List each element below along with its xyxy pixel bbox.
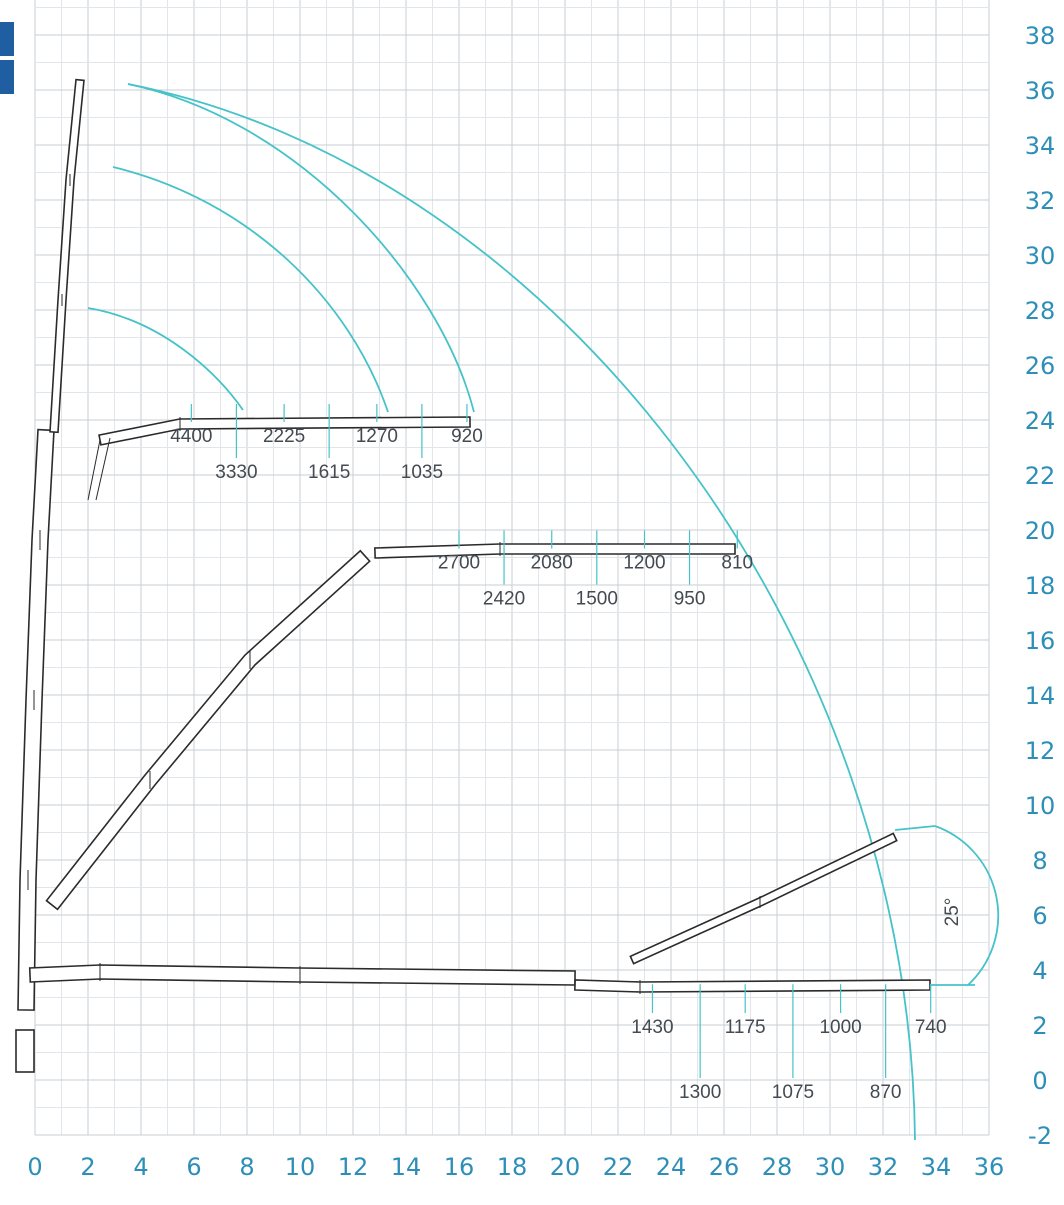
y-tick-label: 36 <box>1025 77 1056 105</box>
x-tick-label: 8 <box>239 1153 254 1181</box>
boom-section <box>98 416 471 446</box>
angle-indicator: 25° <box>894 825 1000 986</box>
capacity-label: 1035 <box>401 462 443 483</box>
boom-section <box>28 963 576 986</box>
capacity-label: 920 <box>451 426 483 447</box>
capacity-label: 2700 <box>438 553 480 574</box>
y-tick-label: 8 <box>1032 847 1047 875</box>
capacity-label: 1500 <box>576 589 618 610</box>
x-tick-label: 24 <box>656 1153 687 1181</box>
capacity-label: 950 <box>674 589 706 610</box>
x-tick-label: 26 <box>709 1153 740 1181</box>
y-tick-label: 20 <box>1025 517 1056 545</box>
x-tick-label: 14 <box>391 1153 422 1181</box>
y-tick-label: -2 <box>1028 1122 1052 1150</box>
y-tick-label: 30 <box>1025 242 1056 270</box>
x-tick-label: 12 <box>338 1153 369 1181</box>
reach-arc <box>112 166 389 413</box>
boom-outline <box>45 549 371 911</box>
boom-section <box>45 549 371 911</box>
capacity-label: 1300 <box>679 1082 721 1103</box>
x-axis-ticks: 0 2 4 6 8 10 12 14 16 18 20 22 24 26 28 30 32 34 36 <box>27 1153 1004 1181</box>
boom-drawings <box>15 78 931 1073</box>
capacity-label: 1000 <box>819 1017 861 1038</box>
y-tick-label: 12 <box>1025 737 1056 765</box>
capacity-label: 1430 <box>631 1017 673 1038</box>
boom-section <box>17 428 55 1011</box>
y-tick-label: 32 <box>1025 187 1056 215</box>
capacity-label: 740 <box>915 1017 947 1038</box>
reach-arc <box>87 307 244 411</box>
capacity-label: 3330 <box>215 462 257 483</box>
x-tick-label: 0 <box>27 1153 42 1181</box>
y-tick-label: 18 <box>1025 572 1056 600</box>
y-tick-label: 34 <box>1025 132 1056 160</box>
y-tick-label: 22 <box>1025 462 1056 490</box>
x-tick-label: 18 <box>497 1153 528 1181</box>
boom-outline <box>574 979 931 993</box>
y-tick-label: 4 <box>1032 957 1047 985</box>
capacity-labels: 4400333022251615127010359202700242020801… <box>170 426 946 1103</box>
capacity-label: 2225 <box>263 426 305 447</box>
boom-section <box>574 979 931 994</box>
boom-outline <box>629 832 898 965</box>
corner-bracket-icon <box>0 22 14 94</box>
reach-arc <box>127 83 475 413</box>
y-tick-label: 6 <box>1032 902 1047 930</box>
x-tick-label: 28 <box>762 1153 793 1181</box>
y-tick-label: 10 <box>1025 792 1056 820</box>
capacity-label: 810 <box>721 553 753 574</box>
x-tick-label: 32 <box>868 1153 899 1181</box>
capacity-label: 1270 <box>356 426 398 447</box>
y-tick-label: 0 <box>1032 1067 1047 1095</box>
capacity-label: 1615 <box>308 462 350 483</box>
capacity-label: 870 <box>870 1082 902 1103</box>
y-tick-label: 2 <box>1032 1012 1047 1040</box>
reach-arc <box>127 83 916 1141</box>
y-tick-label: 26 <box>1025 352 1056 380</box>
x-tick-label: 2 <box>80 1153 95 1181</box>
reach-arcs <box>87 83 916 1141</box>
capacity-label: 2080 <box>531 553 573 574</box>
y-tick-label: 14 <box>1025 682 1056 710</box>
x-tick-label: 20 <box>550 1153 581 1181</box>
capacity-label: 1075 <box>772 1082 814 1103</box>
x-tick-label: 4 <box>133 1153 148 1181</box>
boom-outline <box>17 428 55 1011</box>
y-tick-label: 16 <box>1025 627 1056 655</box>
boom-section <box>629 832 898 965</box>
capacity-label: 1200 <box>623 553 665 574</box>
grid <box>34 0 990 1136</box>
x-tick-label: 34 <box>921 1153 952 1181</box>
capacity-label: 2420 <box>483 589 525 610</box>
x-tick-label: 10 <box>285 1153 316 1181</box>
boom-link <box>87 437 111 501</box>
x-tick-label: 22 <box>603 1153 634 1181</box>
y-axis-ticks: -20246810121416182022242628303234363840 <box>1025 22 1056 1150</box>
x-tick-label: 6 <box>186 1153 201 1181</box>
angle-label: 25° <box>942 898 963 927</box>
capacity-label: 1175 <box>725 1017 766 1038</box>
capacity-label: 4400 <box>170 426 212 447</box>
capacity-leader-lines <box>190 404 932 1078</box>
y-tick-label: 28 <box>1025 297 1056 325</box>
y-tick-label: 38 <box>1025 22 1056 50</box>
boom-outline <box>49 78 85 434</box>
boom-outline <box>28 964 576 986</box>
x-tick-label: 16 <box>444 1153 475 1181</box>
y-tick-label: 24 <box>1025 407 1056 435</box>
boom-section <box>49 78 85 434</box>
crane-base <box>15 1029 35 1073</box>
x-tick-label: 36 <box>974 1153 1005 1181</box>
x-tick-label: 30 <box>815 1153 846 1181</box>
